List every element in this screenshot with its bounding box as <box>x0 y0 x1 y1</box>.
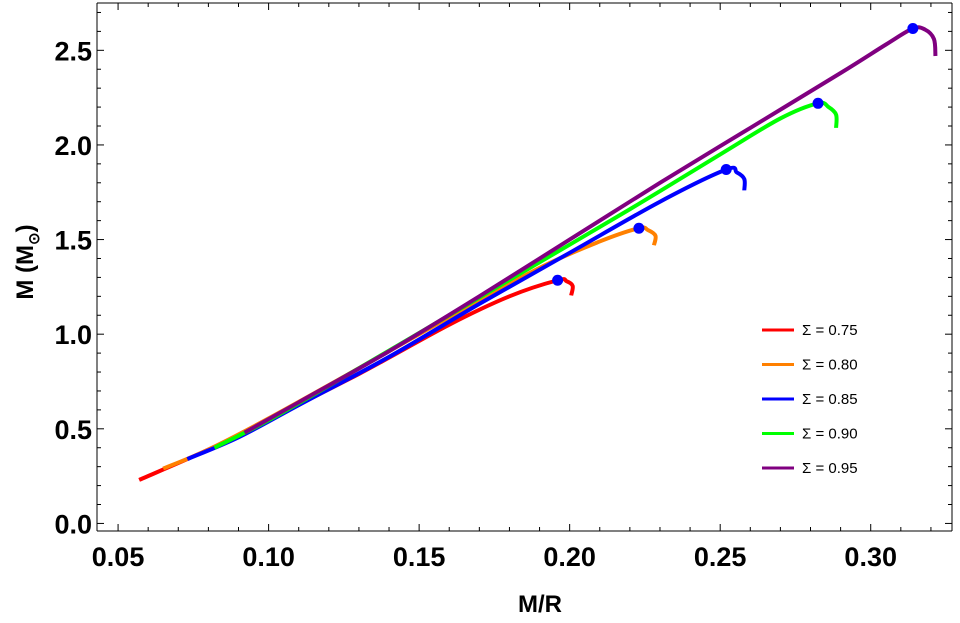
legend-label-5: Σ = 0.95 <box>802 460 858 477</box>
y-tick-label: 2.0 <box>54 131 92 161</box>
y-tick-label: 2.5 <box>54 36 92 66</box>
y-axis-label-close: ) <box>12 224 39 232</box>
max-point-marker-5 <box>907 23 919 35</box>
max-point-marker-1 <box>552 274 564 286</box>
data-curves <box>138 25 938 482</box>
x-tick-label: 0.30 <box>844 542 897 572</box>
y-tick-label: 0.0 <box>54 509 92 539</box>
x-tick-label: 0.15 <box>393 542 446 572</box>
legend-label-3: Σ = 0.85 <box>802 391 858 408</box>
legend-label-1: Σ = 0.75 <box>802 322 858 339</box>
series-line-5 <box>243 25 938 435</box>
y-tick-label: 0.5 <box>54 415 92 445</box>
axis-ticks <box>97 3 952 531</box>
legend-label-2: Σ = 0.80 <box>802 357 858 374</box>
max-point-marker-4 <box>812 97 824 109</box>
x-axis-label: M/R <box>518 591 562 618</box>
plot-frame <box>96 2 953 532</box>
x-tick-label: 0.05 <box>92 542 145 572</box>
y-axis-label-main: M (M <box>12 245 39 300</box>
max-point-marker-3 <box>720 164 732 176</box>
y-tick-label: 1.5 <box>54 226 92 256</box>
legend-label-4: Σ = 0.90 <box>802 426 858 443</box>
legend: Σ = 0.75 Σ = 0.80 Σ = 0.85 Σ = 0.90 Σ = 0.95 <box>762 322 858 477</box>
x-tick-label: 0.25 <box>694 542 747 572</box>
max-point-marker-2 <box>633 222 645 234</box>
y-tick-label: 1.0 <box>54 320 92 350</box>
y-axis-label: M (M⊙) <box>12 224 43 299</box>
axis-tick-labels: 0.05 0.10 0.15 0.20 0.25 0.30 0.0 0.5 1.0 1.5 2.0 2… <box>54 36 897 572</box>
x-tick-label: 0.10 <box>242 542 295 572</box>
max-mass-markers <box>552 23 919 286</box>
x-tick-label: 0.20 <box>543 542 596 572</box>
y-axis-label-subscript: ⊙ <box>26 232 43 245</box>
